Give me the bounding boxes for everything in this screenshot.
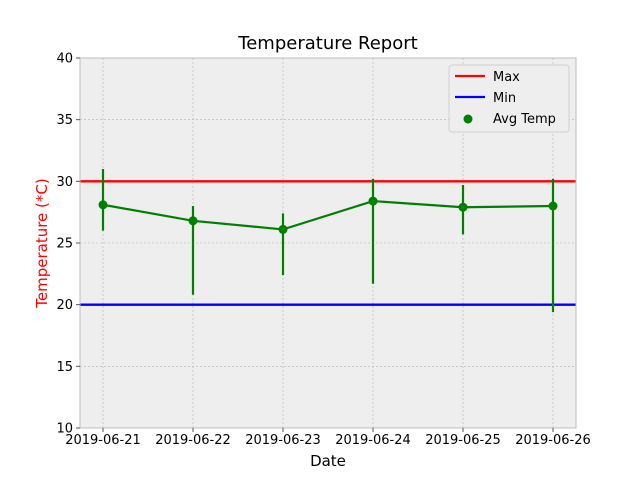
x-tick-label: 2019-06-24 <box>335 433 411 448</box>
avg-temp-point <box>548 201 558 211</box>
x-axis-label: Date <box>310 452 346 470</box>
y-tick-label: 35 <box>56 113 73 128</box>
y-axis-label: Temperature (*C) <box>33 178 51 308</box>
avg-temp-line <box>102 199 554 231</box>
legend-avg-label: Avg Temp <box>493 112 556 127</box>
data-points <box>98 196 558 234</box>
legend-max-label: Max <box>493 70 520 85</box>
avg-temp-point <box>458 202 468 212</box>
avg-temp-point <box>278 224 288 234</box>
x-tick-label: 2019-06-22 <box>155 433 231 448</box>
x-tick-label: 2019-06-21 <box>65 433 141 448</box>
y-axis-ticks: 10 15 20 25 30 35 40 <box>56 52 80 437</box>
avg-temp-point <box>98 200 108 210</box>
y-tick-label: 25 <box>56 237 73 252</box>
y-tick-label: 30 <box>56 175 73 190</box>
reference-lines <box>80 180 576 306</box>
y-tick-label: 15 <box>56 360 73 375</box>
x-axis-ticks: 2019-06-21 2019-06-22 2019-06-23 2019-06-24… <box>65 428 591 448</box>
legend-box <box>448 64 570 133</box>
legend-avg-swatch <box>463 114 473 124</box>
avg-temp-point <box>368 196 378 206</box>
y-tick-label: 20 <box>56 298 73 313</box>
avg-temp-point <box>188 216 198 226</box>
x-tick-label: 2019-06-23 <box>245 433 321 448</box>
legend-min-label: Min <box>493 91 516 106</box>
legend: Max Min Avg Temp <box>448 64 570 133</box>
chart-title: Temperature Report <box>237 33 417 54</box>
x-tick-label: 2019-06-26 <box>515 433 591 448</box>
y-tick-label: 40 <box>56 52 73 67</box>
series-line-group <box>102 199 554 231</box>
y-tick-label: 10 <box>56 422 73 437</box>
x-tick-label: 2019-06-25 <box>425 433 501 448</box>
